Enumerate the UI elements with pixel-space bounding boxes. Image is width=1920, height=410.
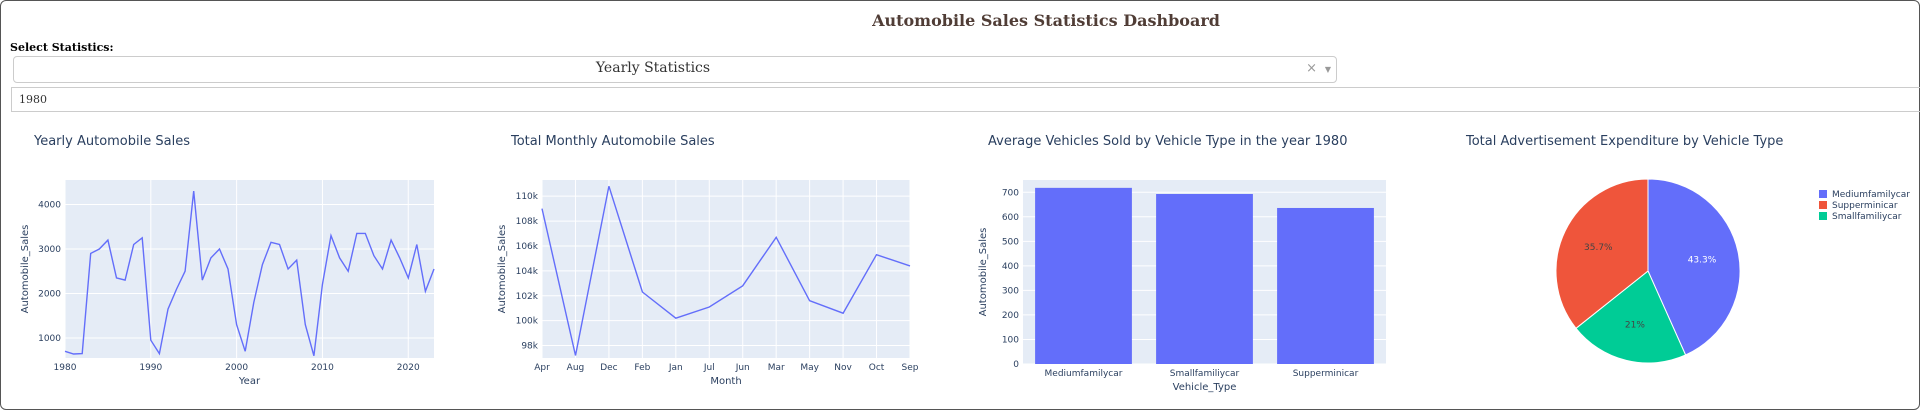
y-tick-label: 106k	[516, 242, 539, 252]
page-title: Automobile Sales Statistics Dashboard	[872, 11, 1220, 30]
x-axis-label: Year	[238, 376, 261, 387]
x-tick-label: Jun	[735, 363, 750, 373]
sales-line	[64, 191, 435, 356]
y-tick-label: 110k	[516, 192, 539, 202]
select-statistics-label: Select Statistics:	[10, 41, 114, 54]
y-axis-label: Automobile_Sales	[20, 225, 31, 314]
chart-vehicle-type-bar: Average Vehicles Sold by Vehicle Type in…	[958, 118, 1428, 410]
y-tick-label: 0	[1013, 360, 1019, 370]
legend-label: Supperminicar	[1832, 201, 1898, 211]
chevron-down-icon[interactable]: ▼	[1324, 65, 1331, 74]
pie-slice-supperminicar	[1555, 178, 1649, 330]
x-tick-label: Mar	[768, 363, 785, 373]
x-tick-label: Supperminicar	[1293, 369, 1359, 379]
pie-slice-mediumfamilycar	[1647, 178, 1741, 356]
y-tick-label: 98k	[521, 342, 538, 352]
pie-slice-label: 43.3%	[1688, 256, 1717, 266]
x-tick-label: 1990	[139, 363, 162, 373]
bar-smallfamiliycar	[1156, 193, 1253, 364]
y-tick-label: 100	[1002, 335, 1019, 345]
x-tick-label: Feb	[634, 363, 650, 373]
chart-yearly-sales: Yearly Automobile Sales 1000 2000 3000 4000 Y…	[0, 118, 470, 410]
x-tick-label: May	[800, 363, 819, 373]
y-tick-label: 300	[1002, 286, 1019, 296]
legend-label: Smallfamiliycar	[1832, 212, 1902, 222]
y-tick-label: 200	[1002, 311, 1019, 321]
chart-ad-expenditure-pie: Total Advertisement Expenditure by Vehic…	[1436, 118, 1920, 410]
statistics-dropdown[interactable]: Yearly Statistics × ▼	[13, 56, 1337, 83]
x-tick-label: Mediumfamilycar	[1045, 369, 1123, 379]
dropdown-selected-value: Yearly Statistics	[595, 60, 711, 76]
chart-title: Total Monthly Automobile Sales	[510, 134, 715, 149]
legend-swatch	[1819, 201, 1827, 209]
y-tick-label: 600	[1002, 213, 1019, 223]
sales-line	[541, 185, 911, 356]
y-axis-label: Automobile_Sales	[978, 228, 989, 317]
pie-slice-smallfamiliycar	[1575, 270, 1687, 364]
y-tick-label: 102k	[516, 292, 539, 302]
vehicle-type-bar-svg: Average Vehicles Sold by Vehicle Type in…	[978, 134, 1386, 393]
x-tick-label: 2020	[397, 363, 420, 373]
x-tick-label: Apr	[534, 363, 550, 373]
x-tick-label: 2000	[225, 363, 248, 373]
bar-mediumfamilycar	[1035, 187, 1132, 364]
chart-title: Average Vehicles Sold by Vehicle Type in…	[988, 134, 1347, 149]
y-tick-label: 104k	[516, 267, 539, 277]
clear-icon[interactable]: ×	[1306, 61, 1317, 76]
legend-swatch	[1819, 212, 1827, 220]
y-tick-label: 500	[1002, 237, 1019, 247]
y-tick-label: 100k	[516, 317, 539, 327]
y-tick-label: 108k	[516, 217, 539, 227]
ad-expenditure-pie-svg: Total Advertisement Expenditure by Vehic…	[1465, 134, 1910, 364]
yearly-sales-svg: Yearly Automobile Sales 1000 2000 3000 4000 Y…	[20, 134, 435, 387]
x-tick-label: Jul	[703, 363, 715, 373]
legend-swatch	[1819, 190, 1827, 198]
x-tick-label: Dec	[600, 363, 617, 373]
x-tick-label: Sep	[902, 363, 919, 373]
x-tick-label: 2010	[311, 363, 334, 373]
x-axis-label: Month	[710, 376, 741, 387]
legend-label: Mediumfamilycar	[1832, 190, 1910, 200]
y-tick-label: 400	[1002, 262, 1019, 272]
pie-slice-label: 35.7%	[1584, 243, 1613, 253]
year-input[interactable]: 1980	[11, 87, 1920, 112]
chart-monthly-sales: Total Monthly Automobile Sales 98k 100k 102…	[477, 118, 947, 410]
y-tick-label: 2000	[38, 289, 61, 299]
x-tick-label: Nov	[834, 363, 852, 373]
x-tick-label: Smallfamiliycar	[1170, 369, 1240, 379]
y-tick-label: 1000	[38, 334, 61, 344]
bar-supperminicar	[1277, 207, 1374, 364]
x-tick-label: Jan	[668, 363, 683, 373]
chart-title: Total Advertisement Expenditure by Vehic…	[1465, 134, 1783, 149]
y-tick-label: 700	[1002, 188, 1019, 198]
plot-background	[65, 180, 434, 358]
x-tick-label: Aug	[567, 363, 585, 373]
y-axis-label: Automobile_Sales	[497, 225, 508, 314]
pie-slice-label: 21%	[1625, 321, 1645, 331]
y-tick-label: 4000	[38, 200, 61, 210]
x-tick-label: Oct	[869, 363, 885, 373]
monthly-sales-svg: Total Monthly Automobile Sales 98k 100k 102…	[497, 134, 919, 387]
x-tick-label: 1980	[54, 363, 77, 373]
chart-title: Yearly Automobile Sales	[33, 134, 190, 149]
y-tick-label: 3000	[38, 245, 61, 255]
x-axis-label: Vehicle_Type	[1173, 382, 1237, 393]
plot-background	[542, 180, 910, 358]
